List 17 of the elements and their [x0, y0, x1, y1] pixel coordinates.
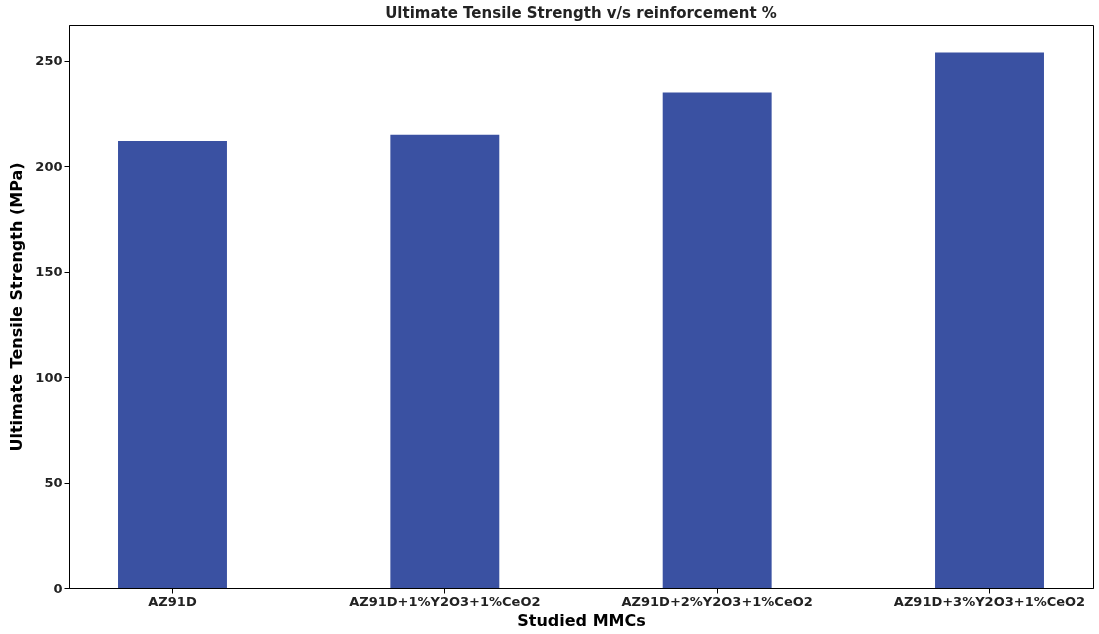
- y-tick-label: 50: [44, 475, 63, 491]
- bar: [118, 140, 227, 588]
- bar: [662, 92, 772, 588]
- bar: [935, 52, 1044, 588]
- y-tick-label: 0: [53, 580, 63, 596]
- bar: [390, 134, 500, 588]
- y-tick-label: 200: [35, 158, 63, 174]
- x-tick-label: AZ91D: [148, 593, 197, 609]
- y-tick-label: 100: [35, 369, 63, 385]
- chart-title: Ultimate Tensile Strength v/s reinforcement %: [385, 4, 777, 22]
- y-axis-title: Ultimate Tensile Strength (MPa): [7, 162, 27, 452]
- x-tick-label: AZ91D+2%Y2O3+1%CeO2: [621, 593, 813, 609]
- x-tick-label: AZ91D+1%Y2O3+1%CeO2: [349, 593, 541, 609]
- y-tick-label: 150: [35, 264, 63, 280]
- y-tick-label: 250: [35, 53, 63, 69]
- x-tick-label: AZ91D+3%Y2O3+1%CeO2: [893, 593, 1086, 609]
- x-axis-title: Studied MMCs: [517, 610, 646, 630]
